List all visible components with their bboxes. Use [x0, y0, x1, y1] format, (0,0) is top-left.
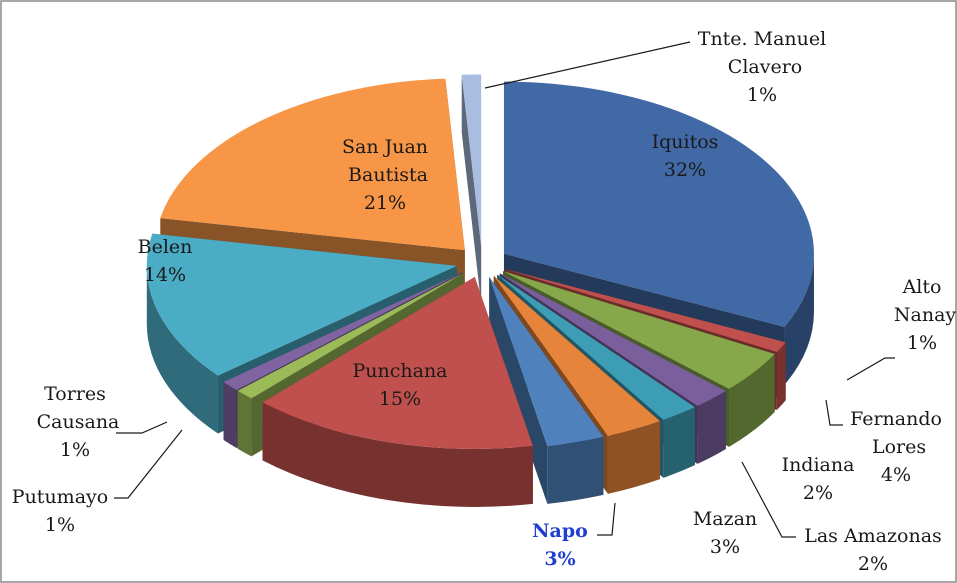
category-label: Indiana: [782, 454, 855, 476]
category-label: Las Amazonas: [804, 525, 942, 547]
value-label: 1%: [60, 439, 90, 461]
slice-wall: [237, 390, 252, 457]
category-label: Mazan: [693, 508, 757, 530]
leader-line: [846, 357, 895, 381]
value-label: 32%: [664, 159, 706, 181]
category-label: Punchana: [352, 360, 447, 382]
slice-wall: [547, 436, 604, 504]
category-label: Fernando Lores: [850, 408, 942, 458]
category-label: San Juan Bautista: [342, 136, 428, 186]
value-label: 21%: [364, 192, 406, 214]
value-label: 2%: [858, 553, 888, 575]
slice-top: [499, 273, 726, 406]
slice-wall: [697, 391, 726, 464]
category-label: Napo: [532, 520, 588, 542]
value-label: 2%: [803, 482, 833, 504]
slice-top: [503, 81, 814, 327]
slice-wall: [663, 407, 695, 478]
slice-top: [237, 273, 464, 399]
value-label: 1%: [747, 84, 777, 106]
slice-top: [493, 275, 660, 436]
value-label: 14%: [144, 264, 186, 286]
value-label: 3%: [544, 548, 575, 570]
slice-top: [262, 276, 533, 449]
category-label: Belen: [138, 236, 193, 258]
slice-wall: [223, 381, 237, 449]
slice-wall: [784, 253, 814, 385]
value-label: 1%: [907, 332, 937, 354]
slice: [461, 74, 482, 305]
leader-line: [116, 421, 168, 434]
category-label: Alto Nanay: [888, 276, 957, 326]
slice-wall: [776, 342, 786, 410]
pie: [146, 74, 814, 507]
value-label: 15%: [379, 388, 421, 410]
slice-top: [503, 271, 775, 389]
category-label: Tnte. Manuel Clavero: [698, 28, 826, 78]
slice-wall: [607, 421, 660, 494]
slice-wall: [146, 265, 218, 434]
slice-top: [461, 74, 482, 247]
slice-top: [223, 272, 463, 391]
slice-top: [497, 274, 695, 420]
slice-top: [160, 78, 465, 251]
leader-line: [114, 429, 183, 499]
labels: Iquitos 32% Alto Nanay 1% Fernando Lores 4% In…: [12, 28, 957, 575]
value-label: 4%: [881, 464, 911, 486]
value-label: 3%: [710, 536, 740, 558]
slice: [262, 276, 533, 507]
slice-top: [489, 276, 604, 446]
leader-line: [484, 41, 691, 89]
slice-wall: [262, 402, 533, 507]
leader-line: [825, 399, 843, 426]
category-label: Putumayo: [12, 486, 108, 508]
slice-side: [461, 74, 482, 305]
leader-line: [741, 461, 796, 538]
value-label: 1%: [45, 514, 75, 536]
category-label: Torres Causana: [31, 383, 120, 433]
slice-top: [146, 233, 457, 376]
category-label: Iquitos: [652, 131, 719, 153]
slice-top: [505, 269, 786, 352]
slice-wall: [729, 354, 775, 447]
leader-line: [597, 502, 616, 536]
